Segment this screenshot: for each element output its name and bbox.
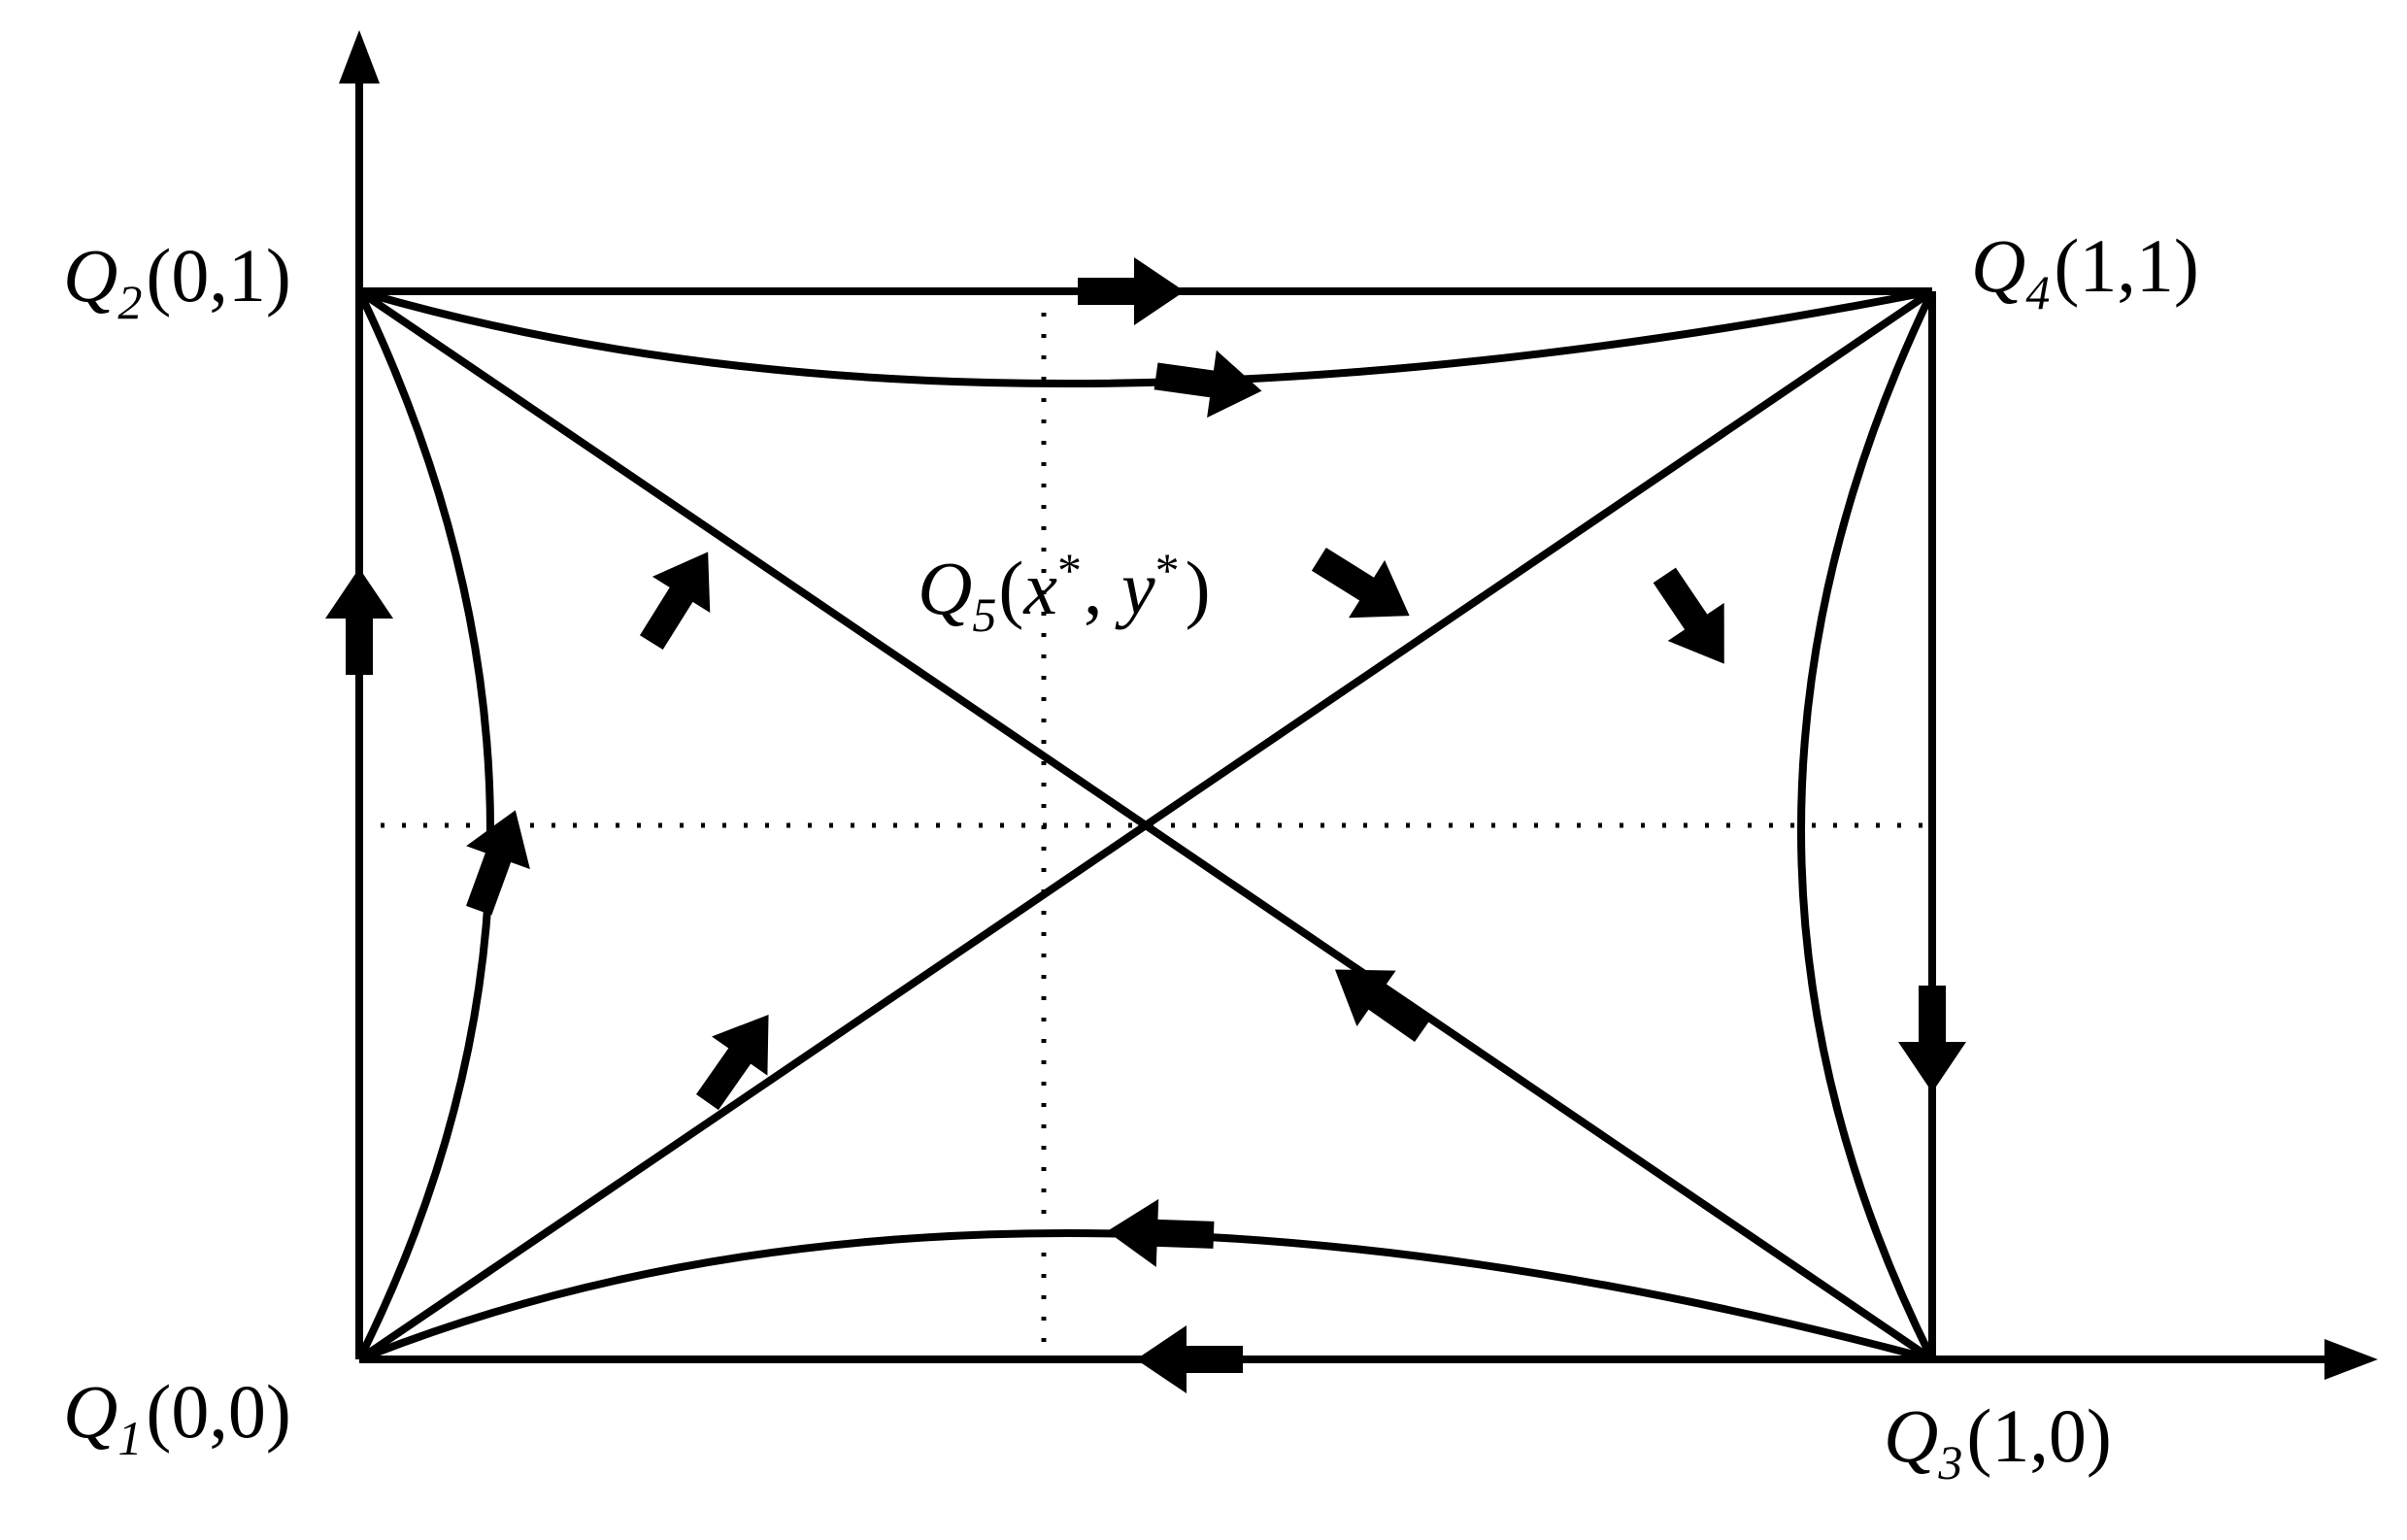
flow-arrow-4 [1301, 530, 1427, 645]
flow-arrow-1 [1152, 343, 1267, 425]
flow-arrow-2 [325, 568, 393, 675]
label-q4: Q4(1,1) [1971, 223, 2199, 319]
flow-arrow-0 [1078, 257, 1185, 325]
y-axis-arrowhead [339, 30, 380, 84]
curve-right [1801, 291, 1932, 1359]
flow-arrow-5 [1636, 556, 1753, 683]
label-q2: Q2(0,1) [63, 233, 291, 329]
flow-arrow-11 [1136, 1325, 1243, 1393]
label-q3: Q3(1,0) [1884, 1393, 2112, 1490]
flow-arrow-9 [1316, 942, 1442, 1058]
label-q1: Q1(0,0) [63, 1369, 291, 1465]
flow-arrow-3 [622, 534, 737, 660]
flow-arrow-6 [447, 798, 547, 921]
phase-portrait-diagram: Q1(0,0) Q2(0,1) Q3(1,0) Q4(1,1) Q5(x*, y*) [0, 0, 2407, 1540]
flow-arrow-7 [1898, 986, 1966, 1092]
flow-arrow-10 [1106, 1197, 1215, 1269]
x-axis-arrowhead [2324, 1339, 2378, 1380]
label-q5-saddle: Q5(x*, y*) [918, 543, 1211, 642]
